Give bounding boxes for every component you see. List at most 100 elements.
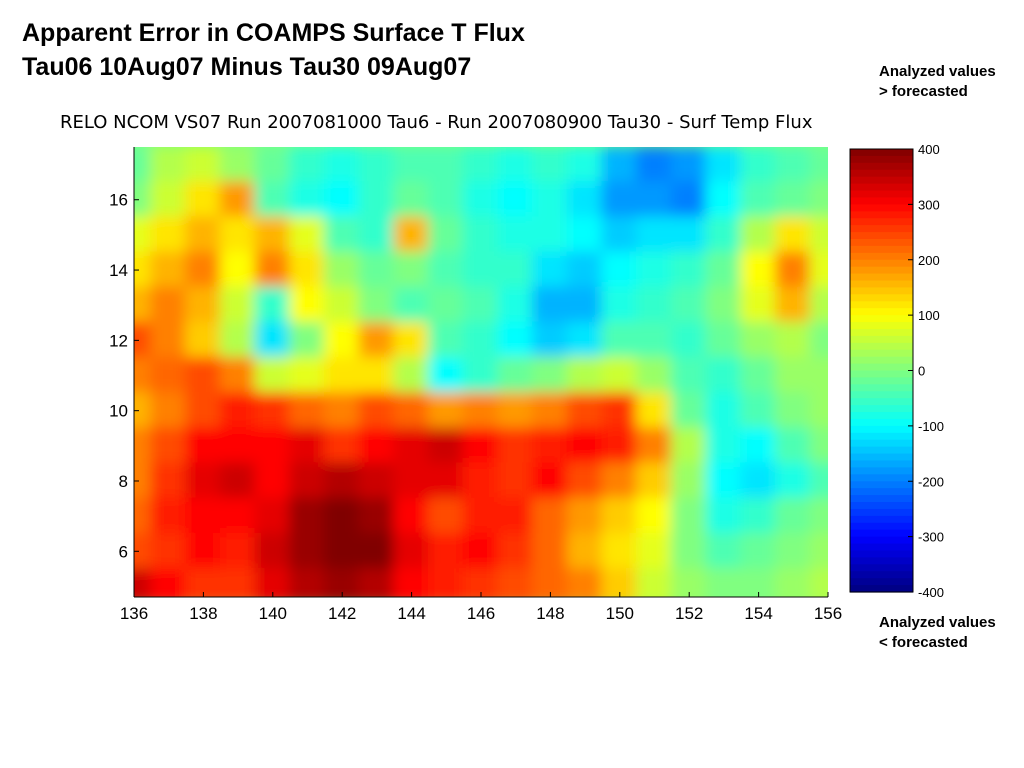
heatmap-cell bbox=[774, 567, 812, 597]
heatmap-cell bbox=[428, 427, 465, 465]
y-tick-label: 8 bbox=[119, 472, 128, 491]
heatmap-cell bbox=[809, 321, 828, 359]
heatmap-cell bbox=[497, 286, 535, 324]
heatmap-cell bbox=[254, 286, 292, 324]
heatmap-cell bbox=[393, 147, 430, 184]
heatmap-cell bbox=[289, 286, 326, 324]
heatmap-cell bbox=[566, 147, 604, 184]
heatmap-cell bbox=[289, 392, 326, 430]
heatmap-cell bbox=[774, 251, 812, 289]
heatmap-cell bbox=[462, 532, 500, 570]
heatmap-cell bbox=[740, 216, 777, 254]
heatmap-cell bbox=[254, 497, 292, 535]
heatmap-cell bbox=[254, 147, 292, 184]
heatmap-cell bbox=[462, 181, 500, 219]
heatmap-cell bbox=[705, 532, 743, 570]
heatmap-cell bbox=[532, 321, 569, 359]
heatmap-cell bbox=[289, 567, 326, 597]
colorbar-swatch bbox=[850, 585, 913, 593]
heatmap-cells bbox=[134, 147, 828, 597]
heatmap-cell bbox=[289, 147, 326, 184]
heatmap-cell bbox=[636, 567, 673, 597]
heatmap-cell bbox=[774, 321, 812, 359]
heatmap-cell bbox=[393, 321, 430, 359]
heatmap-cell bbox=[185, 532, 222, 570]
heatmap-cell bbox=[809, 532, 828, 570]
heatmap-cell bbox=[601, 251, 639, 289]
heatmap-cell bbox=[636, 392, 673, 430]
heatmap-cell bbox=[134, 497, 153, 535]
heatmap-cell bbox=[532, 427, 569, 465]
heatmap-cell bbox=[636, 181, 673, 219]
heatmap-cell bbox=[636, 216, 673, 254]
heatmap-cell bbox=[393, 216, 430, 254]
heatmap-cell bbox=[219, 567, 257, 597]
colorbar-tick-label: 300 bbox=[918, 197, 940, 212]
colorbar-swatch bbox=[850, 176, 913, 185]
heatmap-cell bbox=[358, 286, 396, 324]
heatmap-cell bbox=[462, 567, 500, 597]
heatmap-cell bbox=[532, 286, 569, 324]
colorbar-swatch bbox=[850, 349, 913, 358]
heatmap-cell bbox=[462, 356, 500, 395]
heatmap-cell bbox=[428, 147, 465, 184]
heatmap-cell bbox=[497, 251, 535, 289]
heatmap-cell bbox=[532, 216, 569, 254]
heatmap-cell bbox=[254, 427, 292, 465]
heatmap-cell bbox=[774, 532, 812, 570]
heatmap-cell bbox=[809, 497, 828, 535]
heatmap-cell bbox=[636, 532, 673, 570]
colorbar: 400 300 200 100 0 -100 -200 -300 -400 bbox=[849, 142, 944, 600]
heatmap-cell bbox=[670, 356, 708, 395]
colorbar-swatch bbox=[850, 439, 913, 448]
heatmap-cell bbox=[323, 181, 361, 219]
heatmap-cell bbox=[219, 462, 257, 500]
heatmap-cell bbox=[462, 462, 500, 500]
heatmap-cell bbox=[740, 427, 777, 465]
heatmap-cell bbox=[358, 216, 396, 254]
heatmap-cell bbox=[532, 181, 569, 219]
heatmap-cell bbox=[428, 567, 465, 597]
note-bottom-line1: Analyzed values bbox=[879, 614, 996, 631]
colorbar-swatch bbox=[850, 162, 913, 171]
heatmap-cell bbox=[566, 462, 604, 500]
colorbar-swatch bbox=[850, 578, 913, 586]
heatmap-cell bbox=[185, 216, 222, 254]
slide-title: Apparent Error in COAMPS Surface T Flux … bbox=[22, 16, 525, 84]
colorbar-swatch bbox=[850, 197, 913, 205]
heatmap-cell bbox=[462, 147, 500, 184]
colorbar-swatch bbox=[850, 342, 913, 351]
heatmap-cell bbox=[809, 251, 828, 289]
heatmap-cell bbox=[705, 356, 743, 395]
heatmap-cell bbox=[636, 356, 673, 395]
heatmap-cell bbox=[462, 392, 500, 430]
colorbar-swatch bbox=[850, 301, 913, 309]
heatmap-cell bbox=[636, 462, 673, 500]
heatmap-cell bbox=[740, 497, 777, 535]
heatmap-cell bbox=[670, 427, 708, 465]
heatmap-cell bbox=[428, 181, 465, 219]
colorbar-swatch bbox=[850, 405, 913, 413]
colorbar-swatch bbox=[850, 515, 913, 524]
heatmap-cell bbox=[134, 147, 153, 184]
colorbar-swatch bbox=[850, 190, 913, 199]
heatmap-cell bbox=[254, 567, 292, 597]
heatmap-cell bbox=[566, 356, 604, 395]
colorbar-swatch bbox=[850, 522, 913, 531]
heatmap-cell bbox=[219, 392, 257, 430]
heatmap-cell bbox=[219, 321, 257, 359]
heatmap-cell bbox=[670, 321, 708, 359]
heatmap-cell bbox=[428, 497, 465, 535]
heatmap-cell bbox=[428, 532, 465, 570]
note-bottom-line2: < forecasted bbox=[879, 634, 968, 651]
heatmap-cell bbox=[289, 532, 326, 570]
colorbar-swatch bbox=[850, 446, 913, 455]
colorbar-swatch bbox=[850, 225, 913, 233]
heatmap-cell bbox=[809, 181, 828, 219]
colorbar-swatch bbox=[850, 529, 913, 538]
colorbar-swatch bbox=[850, 280, 913, 289]
heatmap-cell bbox=[219, 147, 257, 184]
note-top-line2: > forecasted bbox=[879, 83, 968, 100]
heatmap-cell bbox=[601, 532, 639, 570]
